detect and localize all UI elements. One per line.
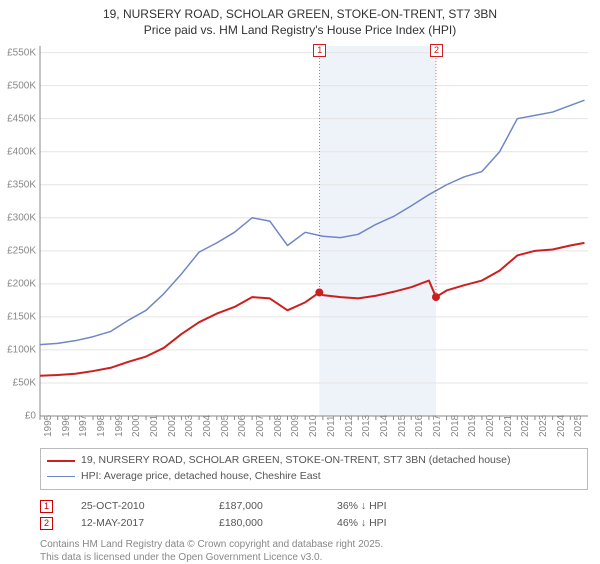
xtick-label: 2022 [520, 415, 531, 437]
xtick-label: 2008 [273, 415, 284, 437]
legend-and-footer: 19, NURSERY ROAD, SCHOLAR GREEN, STOKE-O… [40, 448, 588, 564]
xtick-label: 2001 [149, 415, 160, 437]
xtick-label: 1998 [96, 415, 107, 437]
legend-row-price-paid: 19, NURSERY ROAD, SCHOLAR GREEN, STOKE-O… [47, 453, 581, 469]
ytick-label: £500K [0, 80, 36, 91]
attribution-line1: Contains HM Land Registry data © Crown c… [40, 538, 588, 551]
sale-delta-2: 46% ↓ HPI [337, 517, 588, 529]
ytick-label: £450K [0, 113, 36, 124]
ytick-label: £200K [0, 278, 36, 289]
chart-area: £0£50K£100K£150K£200K£250K£300K£350K£400… [40, 46, 588, 416]
chart-title: 19, NURSERY ROAD, SCHOLAR GREEN, STOKE-O… [0, 0, 600, 42]
line-chart-svg [40, 46, 588, 416]
xtick-label: 2017 [432, 415, 443, 437]
sale-price-2: £180,000 [219, 517, 309, 529]
xtick-label: 2018 [450, 415, 461, 437]
xtick-label: 2010 [308, 415, 319, 437]
xtick-label: 2023 [538, 415, 549, 437]
xtick-label: 1999 [114, 415, 125, 437]
legend-row-hpi: HPI: Average price, detached house, Ches… [47, 469, 581, 485]
sales-table: 1 25-OCT-2010 £187,000 36% ↓ HPI 2 12-MA… [40, 498, 588, 532]
sale-date-1: 25-OCT-2010 [81, 500, 191, 512]
xtick-label: 2003 [184, 415, 195, 437]
xtick-label: 1995 [43, 415, 54, 437]
legend-swatch-price-paid [47, 460, 75, 462]
xtick-label: 2012 [344, 415, 355, 437]
ytick-label: £0 [0, 411, 36, 422]
xtick-label: 2005 [220, 415, 231, 437]
ytick-label: £550K [0, 47, 36, 58]
xtick-label: 2007 [255, 415, 266, 437]
ytick-label: £50K [0, 377, 36, 388]
xtick-label: 2014 [379, 415, 390, 437]
ytick-label: £400K [0, 146, 36, 157]
xtick-label: 2019 [467, 415, 478, 437]
sales-row-2: 2 12-MAY-2017 £180,000 46% ↓ HPI [40, 515, 588, 532]
xtick-label: 2004 [202, 415, 213, 437]
xtick-label: 2000 [131, 415, 142, 437]
legend-box: 19, NURSERY ROAD, SCHOLAR GREEN, STOKE-O… [40, 448, 588, 490]
xtick-label: 2016 [414, 415, 425, 437]
xtick-label: 2011 [326, 415, 337, 437]
xtick-label: 2025 [573, 415, 584, 437]
xtick-label: 1997 [78, 415, 89, 437]
sales-row-1: 1 25-OCT-2010 £187,000 36% ↓ HPI [40, 498, 588, 515]
xtick-label: 2006 [237, 415, 248, 437]
title-line1: 19, NURSERY ROAD, SCHOLAR GREEN, STOKE-O… [10, 6, 590, 22]
sale-date-2: 12-MAY-2017 [81, 517, 191, 529]
ytick-label: £250K [0, 245, 36, 256]
sale-price-1: £187,000 [219, 500, 309, 512]
ytick-label: £150K [0, 311, 36, 322]
title-line2: Price paid vs. HM Land Registry's House … [10, 22, 590, 38]
legend-label-price-paid: 19, NURSERY ROAD, SCHOLAR GREEN, STOKE-O… [81, 453, 510, 469]
xtick-label: 2021 [503, 415, 514, 437]
attribution-line2: This data is licensed under the Open Gov… [40, 551, 588, 564]
xtick-label: 2002 [167, 415, 178, 437]
ytick-label: £100K [0, 344, 36, 355]
sale-marker-1: 1 [313, 44, 326, 57]
sale-index-1: 1 [40, 500, 53, 513]
ytick-label: £350K [0, 179, 36, 190]
sale-index-2: 2 [40, 517, 53, 530]
xtick-label: 2024 [556, 415, 567, 437]
sale-delta-1: 36% ↓ HPI [337, 500, 588, 512]
xtick-label: 2013 [361, 415, 372, 437]
xtick-label: 2009 [290, 415, 301, 437]
xtick-label: 1996 [61, 415, 72, 437]
sale-marker-2: 2 [430, 44, 443, 57]
xtick-label: 2020 [485, 415, 496, 437]
legend-swatch-hpi [47, 476, 75, 478]
xtick-label: 2015 [397, 415, 408, 437]
legend-label-hpi: HPI: Average price, detached house, Ches… [81, 469, 321, 485]
ytick-label: £300K [0, 212, 36, 223]
